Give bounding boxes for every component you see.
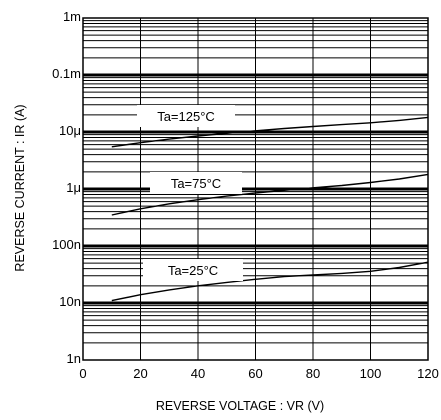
x-tick-label: 0: [79, 366, 86, 381]
x-tick-label: 120: [417, 366, 439, 381]
y-tick-label: 10μ: [59, 123, 81, 138]
x-tick-label: 40: [191, 366, 205, 381]
x-tick-label: 60: [248, 366, 262, 381]
series-line: [111, 116, 429, 148]
x-tick-label: 80: [306, 366, 320, 381]
x-axis-title: REVERSE VOLTAGE : VR (V): [156, 399, 324, 413]
y-tick-labels: 1n 10n 100n 1μ 10μ 0.1m 1m: [52, 9, 81, 366]
y-tick-label: 1n: [67, 351, 81, 366]
y-axis-title: REVERSE CURRENT : IR (A): [13, 104, 27, 271]
series-label: Ta=125°C: [157, 109, 215, 124]
series-label: Ta=25°C: [168, 263, 218, 278]
grid: [83, 18, 428, 360]
series-labels: Ta=125°C Ta=75°C Ta=25°C: [137, 105, 243, 281]
y-tick-label: 0.1m: [52, 66, 81, 81]
y-tick-label: 1m: [63, 9, 81, 24]
plot-frame: [82, 17, 429, 361]
series-label: Ta=75°C: [171, 176, 221, 191]
x-tick-label: 100: [360, 366, 382, 381]
series-label-background: [150, 172, 242, 194]
y-tick-label: 100n: [52, 237, 81, 252]
x-tick-label: 20: [133, 366, 147, 381]
y-tick-label: 10n: [59, 294, 81, 309]
series-layer: [111, 116, 429, 302]
series-line: [111, 261, 429, 302]
y-tick-label: 1μ: [66, 180, 81, 195]
series-line: [111, 173, 429, 216]
series-label-background: [137, 105, 235, 127]
series-label-background: [143, 259, 243, 281]
x-tick-labels: 0 20 40 60 80 100 120: [79, 366, 438, 381]
